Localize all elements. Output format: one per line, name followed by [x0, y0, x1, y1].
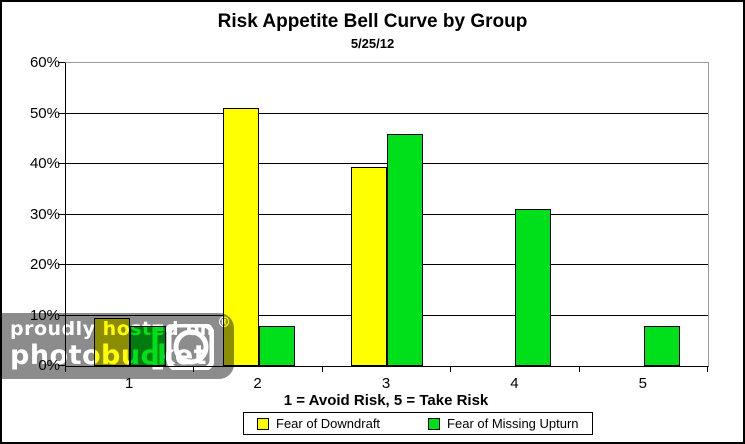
legend-item-fear-of-downdraft: Fear of Downdraft	[257, 416, 380, 431]
legend-label: Fear of Missing Upturn	[447, 416, 579, 431]
x-axis-title: 1 = Avoid Risk, 5 = Take Risk	[283, 392, 489, 409]
bar-fear-of-missing-upturn	[643, 326, 680, 366]
y-tick-label: 40%	[29, 155, 60, 172]
x-axis-tick	[578, 366, 580, 372]
x-tick-label: 3	[381, 375, 391, 392]
gridline	[66, 112, 708, 114]
bar-fear-of-downdraft	[351, 167, 387, 366]
x-tick-label: 5	[638, 375, 647, 392]
y-axis-tick	[58, 163, 65, 164]
x-axis-tick	[193, 366, 195, 372]
y-tick-label: 20%	[29, 256, 60, 273]
watermark-line1: proudly hosted on	[10, 318, 214, 340]
y-axis-tick	[58, 112, 65, 114]
bar-fear-of-missing-upturn	[515, 209, 552, 366]
x-tick-label: 4	[510, 375, 519, 392]
y-axis-tick	[58, 213, 65, 215]
x-axis-tick	[65, 366, 66, 372]
x-axis-tick	[321, 366, 323, 372]
y-axis-tick	[58, 365, 65, 366]
x-axis-tick	[450, 366, 452, 372]
photobucket-watermark: proudly hosted on photobucket ®	[2, 313, 234, 379]
chart-subtitle: 5/25/12	[350, 36, 395, 51]
y-axis-tick	[58, 62, 65, 63]
y-tick-label: 60%	[29, 54, 60, 71]
legend-label: Fear of Downdraft	[276, 416, 381, 431]
y-tick-label: 50%	[29, 104, 60, 122]
chart-title: Risk Appetite Bell Curve by Group	[217, 11, 528, 32]
bar-fear-of-missing-upturn	[258, 326, 295, 366]
bar-fear-of-missing-upturn	[387, 134, 423, 366]
legend-swatch-fear-of-missing-upturn	[428, 417, 441, 430]
legend-item-fear-of-missing-upturn: Fear of Missing Upturn	[428, 416, 579, 431]
x-axis-tick	[707, 366, 708, 372]
camera-icon	[152, 324, 214, 370]
y-tick-label: 10%	[29, 306, 60, 324]
y-tick-label: 0%	[38, 357, 60, 374]
y-axis-tick	[58, 314, 65, 316]
y-axis-tick	[58, 264, 65, 265]
y-tick-label: 30%	[29, 205, 60, 223]
legend-swatch-fear-of-downdraft	[257, 417, 269, 430]
registered-icon: ®	[217, 315, 231, 331]
x-tick-label: 2	[253, 375, 262, 392]
legend: Fear of Downdraft Fear of Missing Upturn	[243, 412, 593, 435]
x-tick-label: 1	[125, 375, 134, 392]
